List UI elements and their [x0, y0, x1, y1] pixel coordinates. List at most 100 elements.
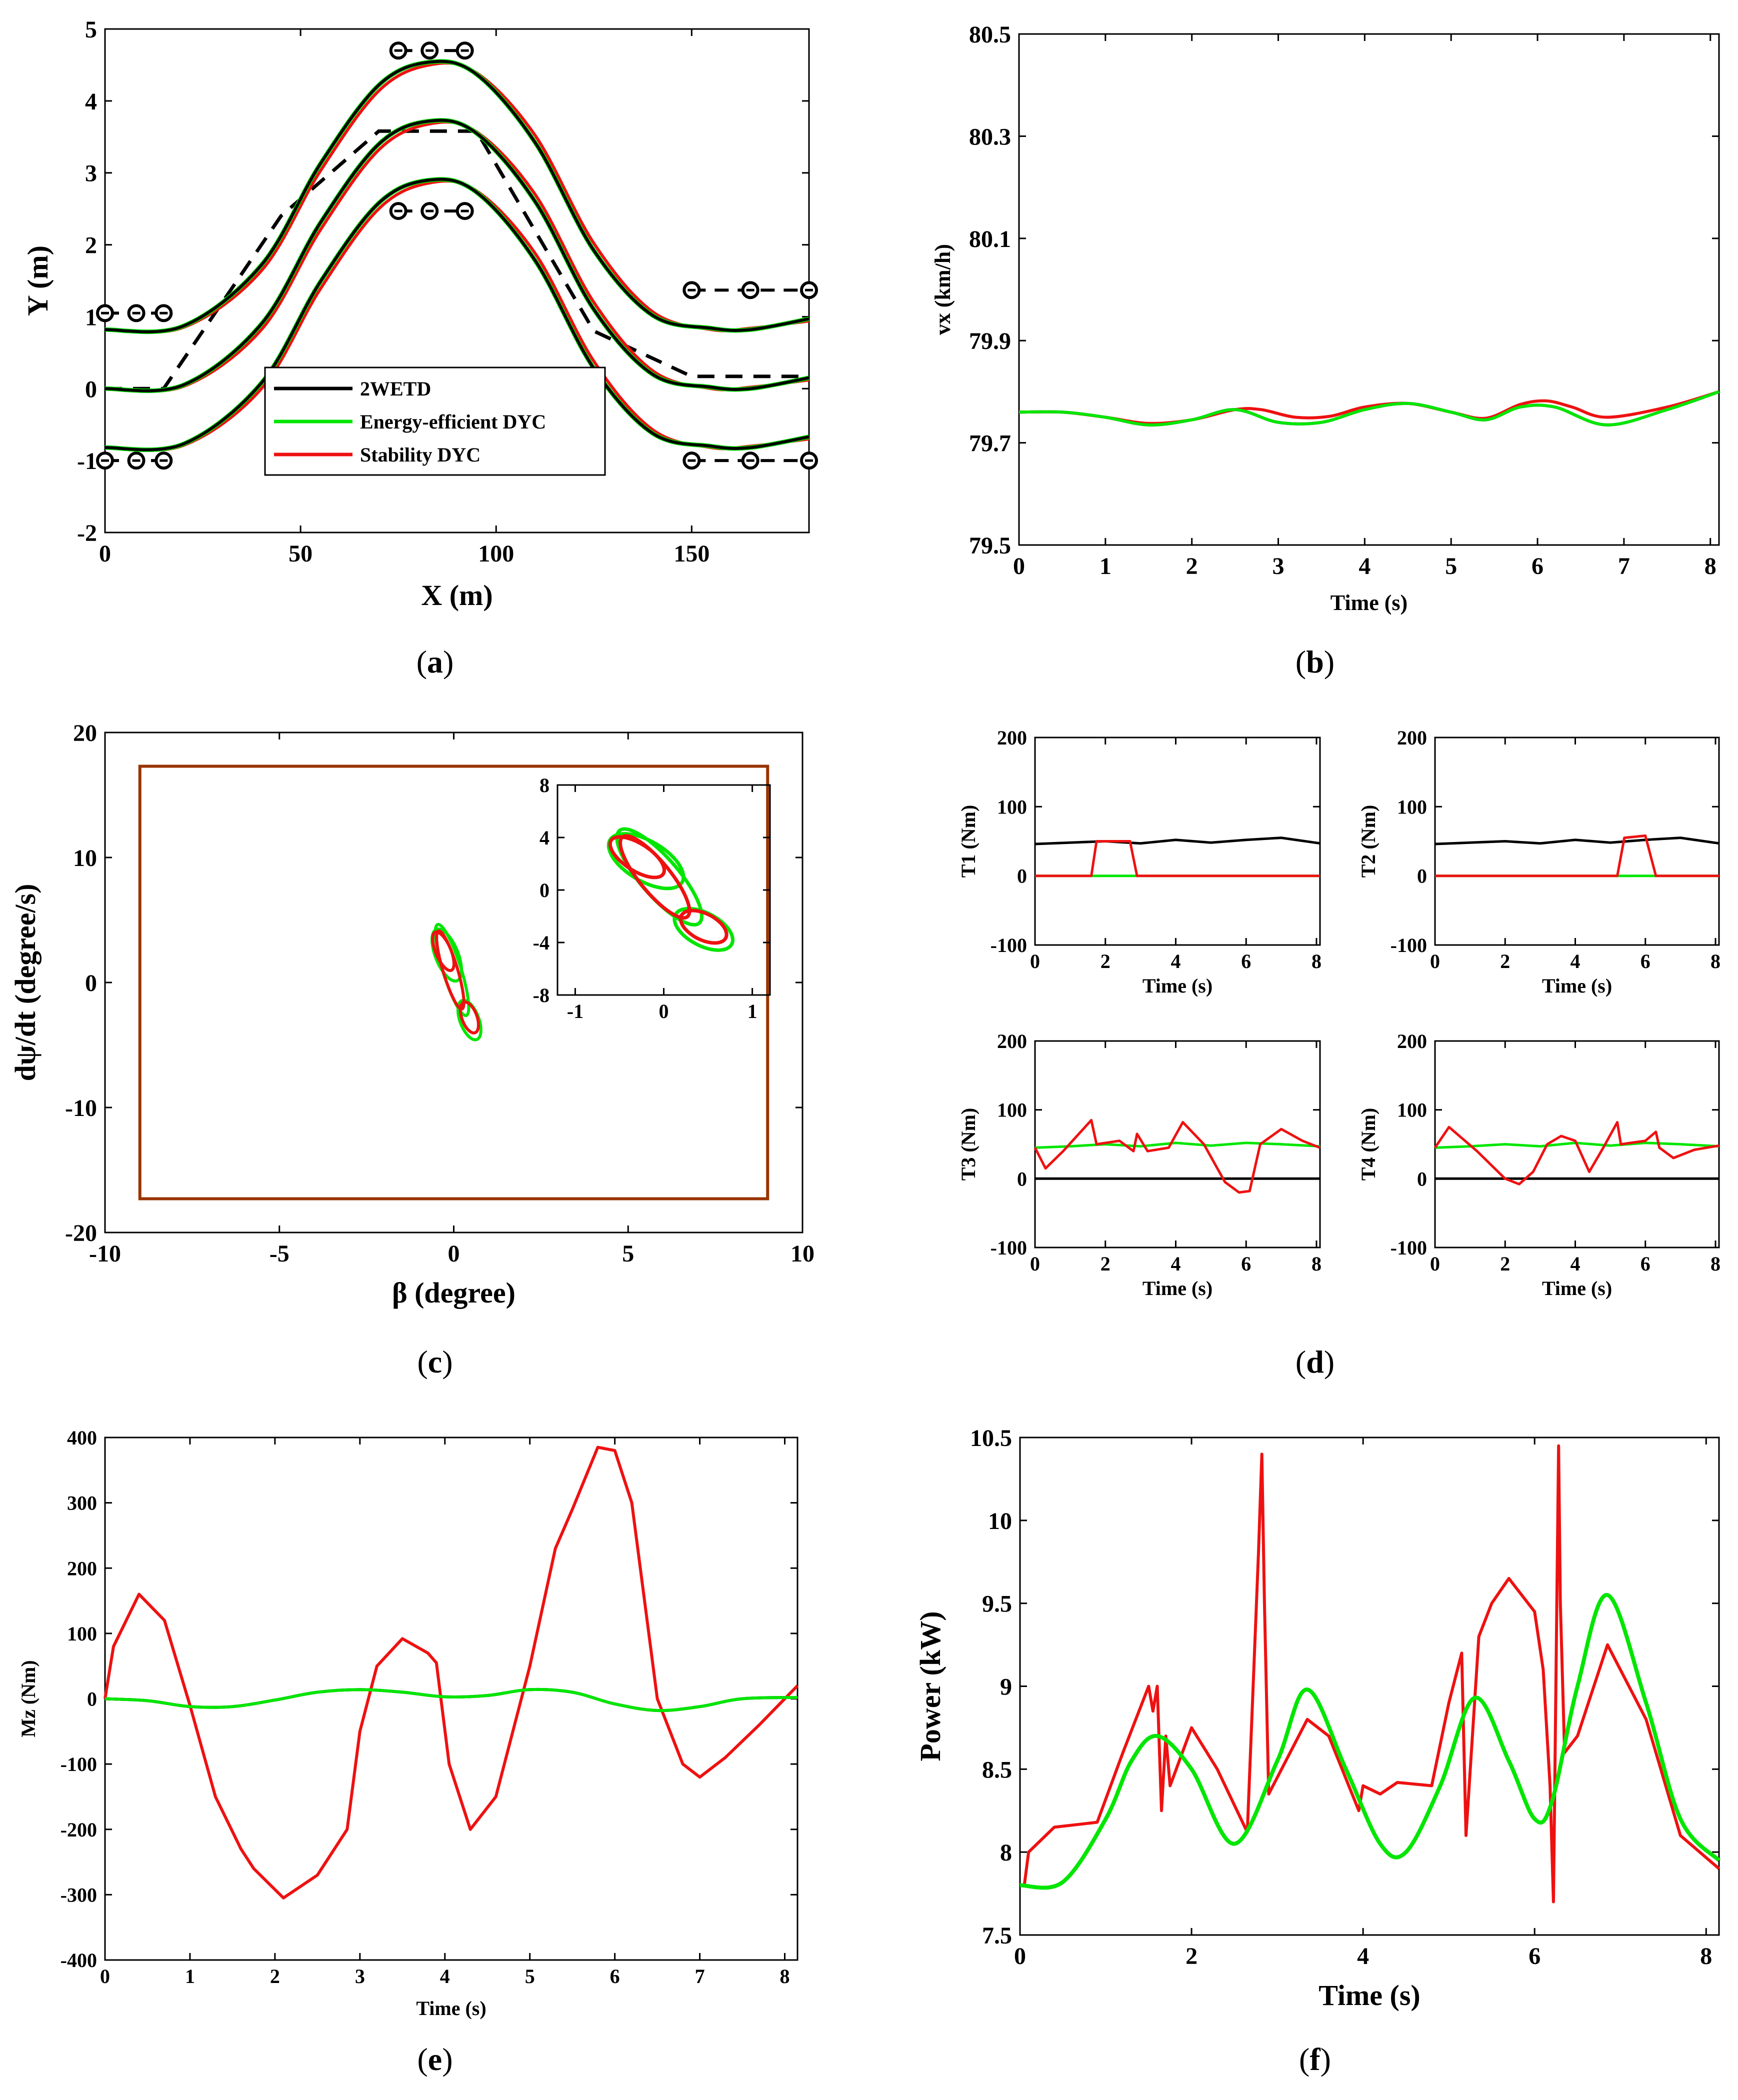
caption-b: (b): [1296, 644, 1334, 680]
e-x-tick-label: 8: [780, 1965, 790, 1988]
b-x-tick-label: 0: [1013, 553, 1025, 580]
d-sub1-y-axis-title: T1 (Nm): [957, 805, 980, 878]
c-inset-stability-dyc-loop: [678, 908, 728, 945]
f-x-tick-label: 8: [1700, 1943, 1712, 1970]
f-y-tick-label: 9.5: [982, 1591, 1012, 1618]
d-sub1-frame: [1034, 736, 1321, 946]
b-x-tick-label: 8: [1704, 553, 1716, 580]
a-reference-path-dashed: [105, 129, 809, 390]
a-legend-label: Energy-efficient DYC: [360, 410, 546, 433]
c-inset-y-tick-label: -8: [533, 984, 550, 1006]
b-y-tick-label: 79.7: [969, 430, 1011, 457]
f-energy-efficient-dyc-line: [1020, 1593, 1720, 1890]
a-y-tick-label: 0: [85, 376, 97, 402]
chart-panel-a-trajectory: 0 50 100 150 -2 -1 0 1 2 3 4 5 X (m) Y (m) 2WETD Energy…: [22, 16, 818, 612]
d-sub2-y-tick-label: -100: [1390, 934, 1427, 956]
d-sub4-frame: [1434, 1040, 1720, 1248]
d-sub4-x-tick-label: 6: [1640, 1252, 1650, 1275]
e-x-tick-label: 3: [355, 1965, 365, 1988]
caption-d-letter: d: [1306, 1344, 1324, 1380]
d-sub2-x-tick-label: 2: [1500, 950, 1510, 972]
d-sub1-y-tick-label: 100: [997, 796, 1027, 818]
c-inset-x-tick-label: -1: [567, 1000, 584, 1022]
caption-f-letter: f: [1310, 2042, 1320, 2077]
c-y-tick-label: 0: [85, 970, 97, 996]
a-y-tick-label: 4: [85, 88, 97, 115]
c-y-tick-label: 20: [73, 720, 97, 746]
d-sub3-x-tick-label: 4: [1170, 1252, 1180, 1275]
caption-a: (a): [416, 644, 454, 680]
d-sub2-x-tick-label: 4: [1570, 950, 1580, 972]
f-y-tick-label: 8.5: [982, 1756, 1012, 1783]
chart-panel-f-power: 0 2 4 6 8 7.5 8 8.5 9 9.5 10 10.5 Time (s) Power (kW): [914, 1425, 1720, 2012]
d-sub3-y-tick-label: 200: [997, 1030, 1027, 1052]
e-y-axis-title: Mz (Nm): [17, 1660, 40, 1737]
c-x-axis-title: β (degree): [392, 1276, 516, 1309]
b-x-tick-label: 4: [1358, 553, 1370, 580]
c-y-tick-label: -20: [65, 1220, 97, 1246]
e-x-tick-label: 1: [185, 1965, 195, 1988]
d-sub1-x-tick-label: 8: [1312, 950, 1322, 972]
c-main-stability-dyc-loop: [458, 1000, 480, 1034]
c-x-tick-label: 0: [448, 1240, 460, 1267]
e-x-tick-label: 7: [695, 1965, 705, 1988]
a-x-tick-label: 150: [674, 540, 710, 567]
f-stability-dyc-line: [1020, 1444, 1720, 1904]
e-y-tick-label: -300: [60, 1884, 97, 1906]
d-sub1-x-tick-label: 2: [1100, 950, 1110, 972]
b-x-axis-title: Time (s): [1330, 590, 1408, 615]
d-sub4-x-axis-title: Time (s): [1542, 1277, 1612, 1300]
d-sub4-x-tick-label: 2: [1500, 1252, 1510, 1275]
b-x-tick-label: 3: [1272, 553, 1284, 580]
b-y-tick-label: 80.5: [969, 22, 1011, 48]
f-x-tick-label: 2: [1186, 1943, 1198, 1970]
c-inset-x-tick-label: 1: [748, 1000, 758, 1022]
a-y-axis-title: Y (m): [22, 246, 54, 316]
f-y-tick-label: 9: [1000, 1674, 1012, 1700]
c-y-tick-label: 10: [73, 845, 97, 872]
b-y-tick-label: 79.5: [969, 532, 1011, 559]
d-sub3-y-axis-title: T3 (Nm): [957, 1108, 980, 1181]
c-x-tick-label: -5: [270, 1240, 290, 1267]
a-x-tick-label: 0: [99, 540, 111, 567]
d-sub4-stability-dyc-line: [1434, 1120, 1720, 1186]
f-x-tick-label: 4: [1357, 1943, 1369, 1970]
d-sub2-y-tick-label: 100: [1397, 796, 1427, 818]
b-stability-dyc-line: [1018, 390, 1720, 425]
d-sub3-y-tick-label: -100: [990, 1236, 1027, 1259]
a-y-tick-label: 5: [85, 16, 97, 43]
c-y-axis-title: dψ/dt (degree/s): [9, 884, 42, 1082]
f-x-axis-title: Time (s): [1318, 1979, 1420, 2012]
a-y-tick-label: 3: [85, 160, 97, 187]
c-inset-y-tick-label: 8: [540, 774, 550, 796]
caption-b-letter: b: [1306, 644, 1324, 680]
d-sub4-y-tick-label: 0: [1417, 1168, 1427, 1190]
d-sub4-y-axis-title: T4 (Nm): [1357, 1108, 1380, 1181]
a-x-tick-label: 100: [478, 540, 514, 567]
c-main-stability-dyc-loop: [431, 930, 456, 972]
e-stability-dyc-line: [104, 1446, 799, 1900]
b-x-tick-label: 1: [1100, 553, 1112, 580]
c-y-tick-label: -10: [65, 1095, 97, 1122]
d-sub3-y-tick-label: 100: [997, 1099, 1027, 1122]
d-sub3-x-tick-label: 2: [1100, 1252, 1110, 1275]
b-y-axis-title: vx (km/h): [930, 244, 955, 335]
d-sub3-stability-dyc-line: [1034, 1118, 1320, 1194]
caption-d: (d): [1296, 1344, 1334, 1380]
d-sub2-y-axis-title: T2 (Nm): [1357, 805, 1380, 878]
f-y-tick-label: 7.5: [982, 1922, 1012, 1949]
e-y-tick-label: 400: [67, 1426, 97, 1449]
chart-panel-e-yaw-moment: 0 1 2 3 4 5 6 7 8 -400 -300 -200 -100 0 100 200 300 400 Ti…: [17, 1426, 799, 2020]
d-sub3-energy-efficient-dyc-line: [1034, 1142, 1320, 1149]
d-sub1-2wetd-line: [1034, 836, 1320, 846]
d-sub4-x-tick-label: 8: [1710, 1252, 1720, 1275]
c-x-tick-label: -10: [89, 1240, 121, 1267]
caption-c-letter: c: [428, 1344, 442, 1380]
d-sub4-y-tick-label: 200: [1397, 1030, 1427, 1052]
d-sub3-x-tick-label: 6: [1241, 1252, 1251, 1275]
c-main-energy-efficient-dyc-loop: [456, 998, 482, 1042]
c-inset-stability-dyc-loop: [608, 835, 666, 880]
